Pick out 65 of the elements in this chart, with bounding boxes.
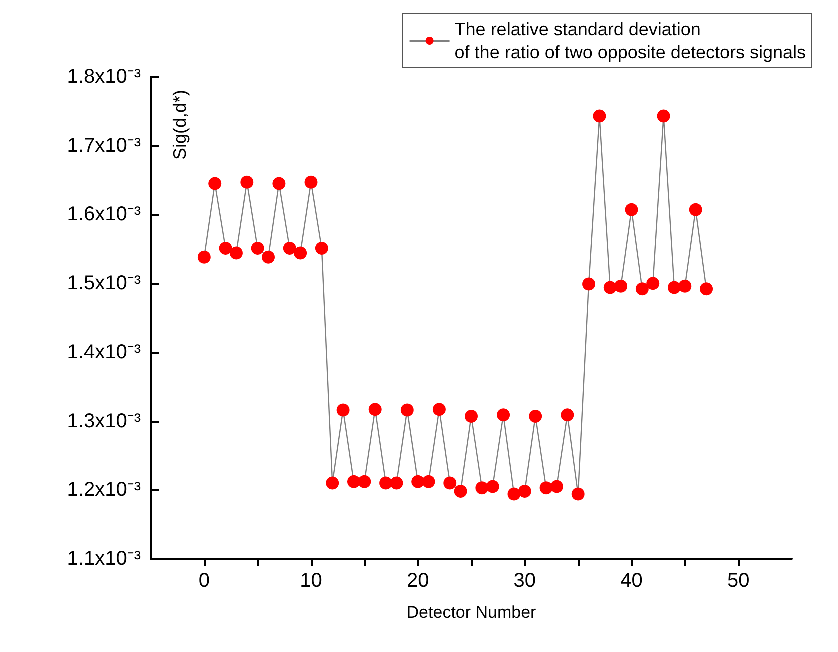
y-tick-label: 1.3x10⁻³ (67, 410, 142, 432)
y-tick-label: 1.1x10⁻³ (67, 548, 142, 570)
point (572, 488, 585, 501)
point (219, 242, 232, 255)
point (444, 476, 457, 490)
y-tick-label: 1.8x10⁻³ (67, 66, 142, 88)
point (412, 475, 425, 488)
point (625, 203, 638, 216)
point (636, 282, 649, 296)
y-axis-title: Sig(d,d*) (170, 90, 190, 160)
y-tick-label: 1.5x10⁻³ (67, 272, 142, 295)
point (529, 410, 542, 423)
point (326, 476, 340, 490)
point (550, 480, 564, 494)
point (251, 242, 264, 255)
point (198, 250, 211, 264)
point (678, 280, 692, 293)
point (304, 176, 318, 189)
point (283, 242, 296, 255)
point (454, 485, 468, 498)
point (294, 246, 308, 260)
point (358, 475, 372, 488)
point (262, 250, 276, 264)
y-tick-label: 1.7x10⁻³ (67, 134, 142, 157)
point (518, 485, 532, 498)
point (604, 281, 617, 294)
point (646, 277, 660, 290)
y-tick-label: 1.6x10⁻³ (67, 204, 142, 226)
y-tick-label: 1.2x10⁻³ (67, 479, 142, 502)
x-tick-label: 30 (514, 570, 536, 592)
point (240, 176, 254, 189)
point (508, 488, 521, 501)
point (400, 404, 414, 417)
point (422, 475, 436, 488)
point (668, 281, 681, 294)
point (689, 203, 702, 216)
point (432, 403, 446, 416)
point (368, 403, 382, 416)
point (540, 482, 553, 495)
point (497, 408, 510, 422)
point (208, 177, 222, 190)
x-tick-label: 20 (406, 570, 430, 592)
point (700, 282, 714, 296)
point (390, 476, 404, 490)
y-tick-label: 1.4x10⁻³ (67, 341, 142, 364)
x-axis-title: Detector Number (406, 603, 537, 622)
point (380, 476, 393, 490)
point (657, 110, 670, 123)
point (336, 404, 350, 417)
point (561, 408, 574, 422)
point (315, 242, 328, 255)
x-tick-label: 10 (300, 570, 322, 592)
point (272, 177, 286, 190)
point (465, 410, 478, 423)
point (230, 246, 243, 260)
point (347, 475, 360, 488)
point (476, 482, 489, 495)
legend-label: The relative standard deviation of the ratio of two opposite detectors signals (454, 20, 806, 62)
point (486, 480, 500, 494)
x-tick-label: 50 (727, 570, 750, 592)
x-tick-label: 0 (198, 570, 210, 592)
point (593, 110, 606, 123)
point (614, 280, 628, 293)
x-tick-label: 40 (620, 570, 643, 592)
point (582, 278, 596, 291)
